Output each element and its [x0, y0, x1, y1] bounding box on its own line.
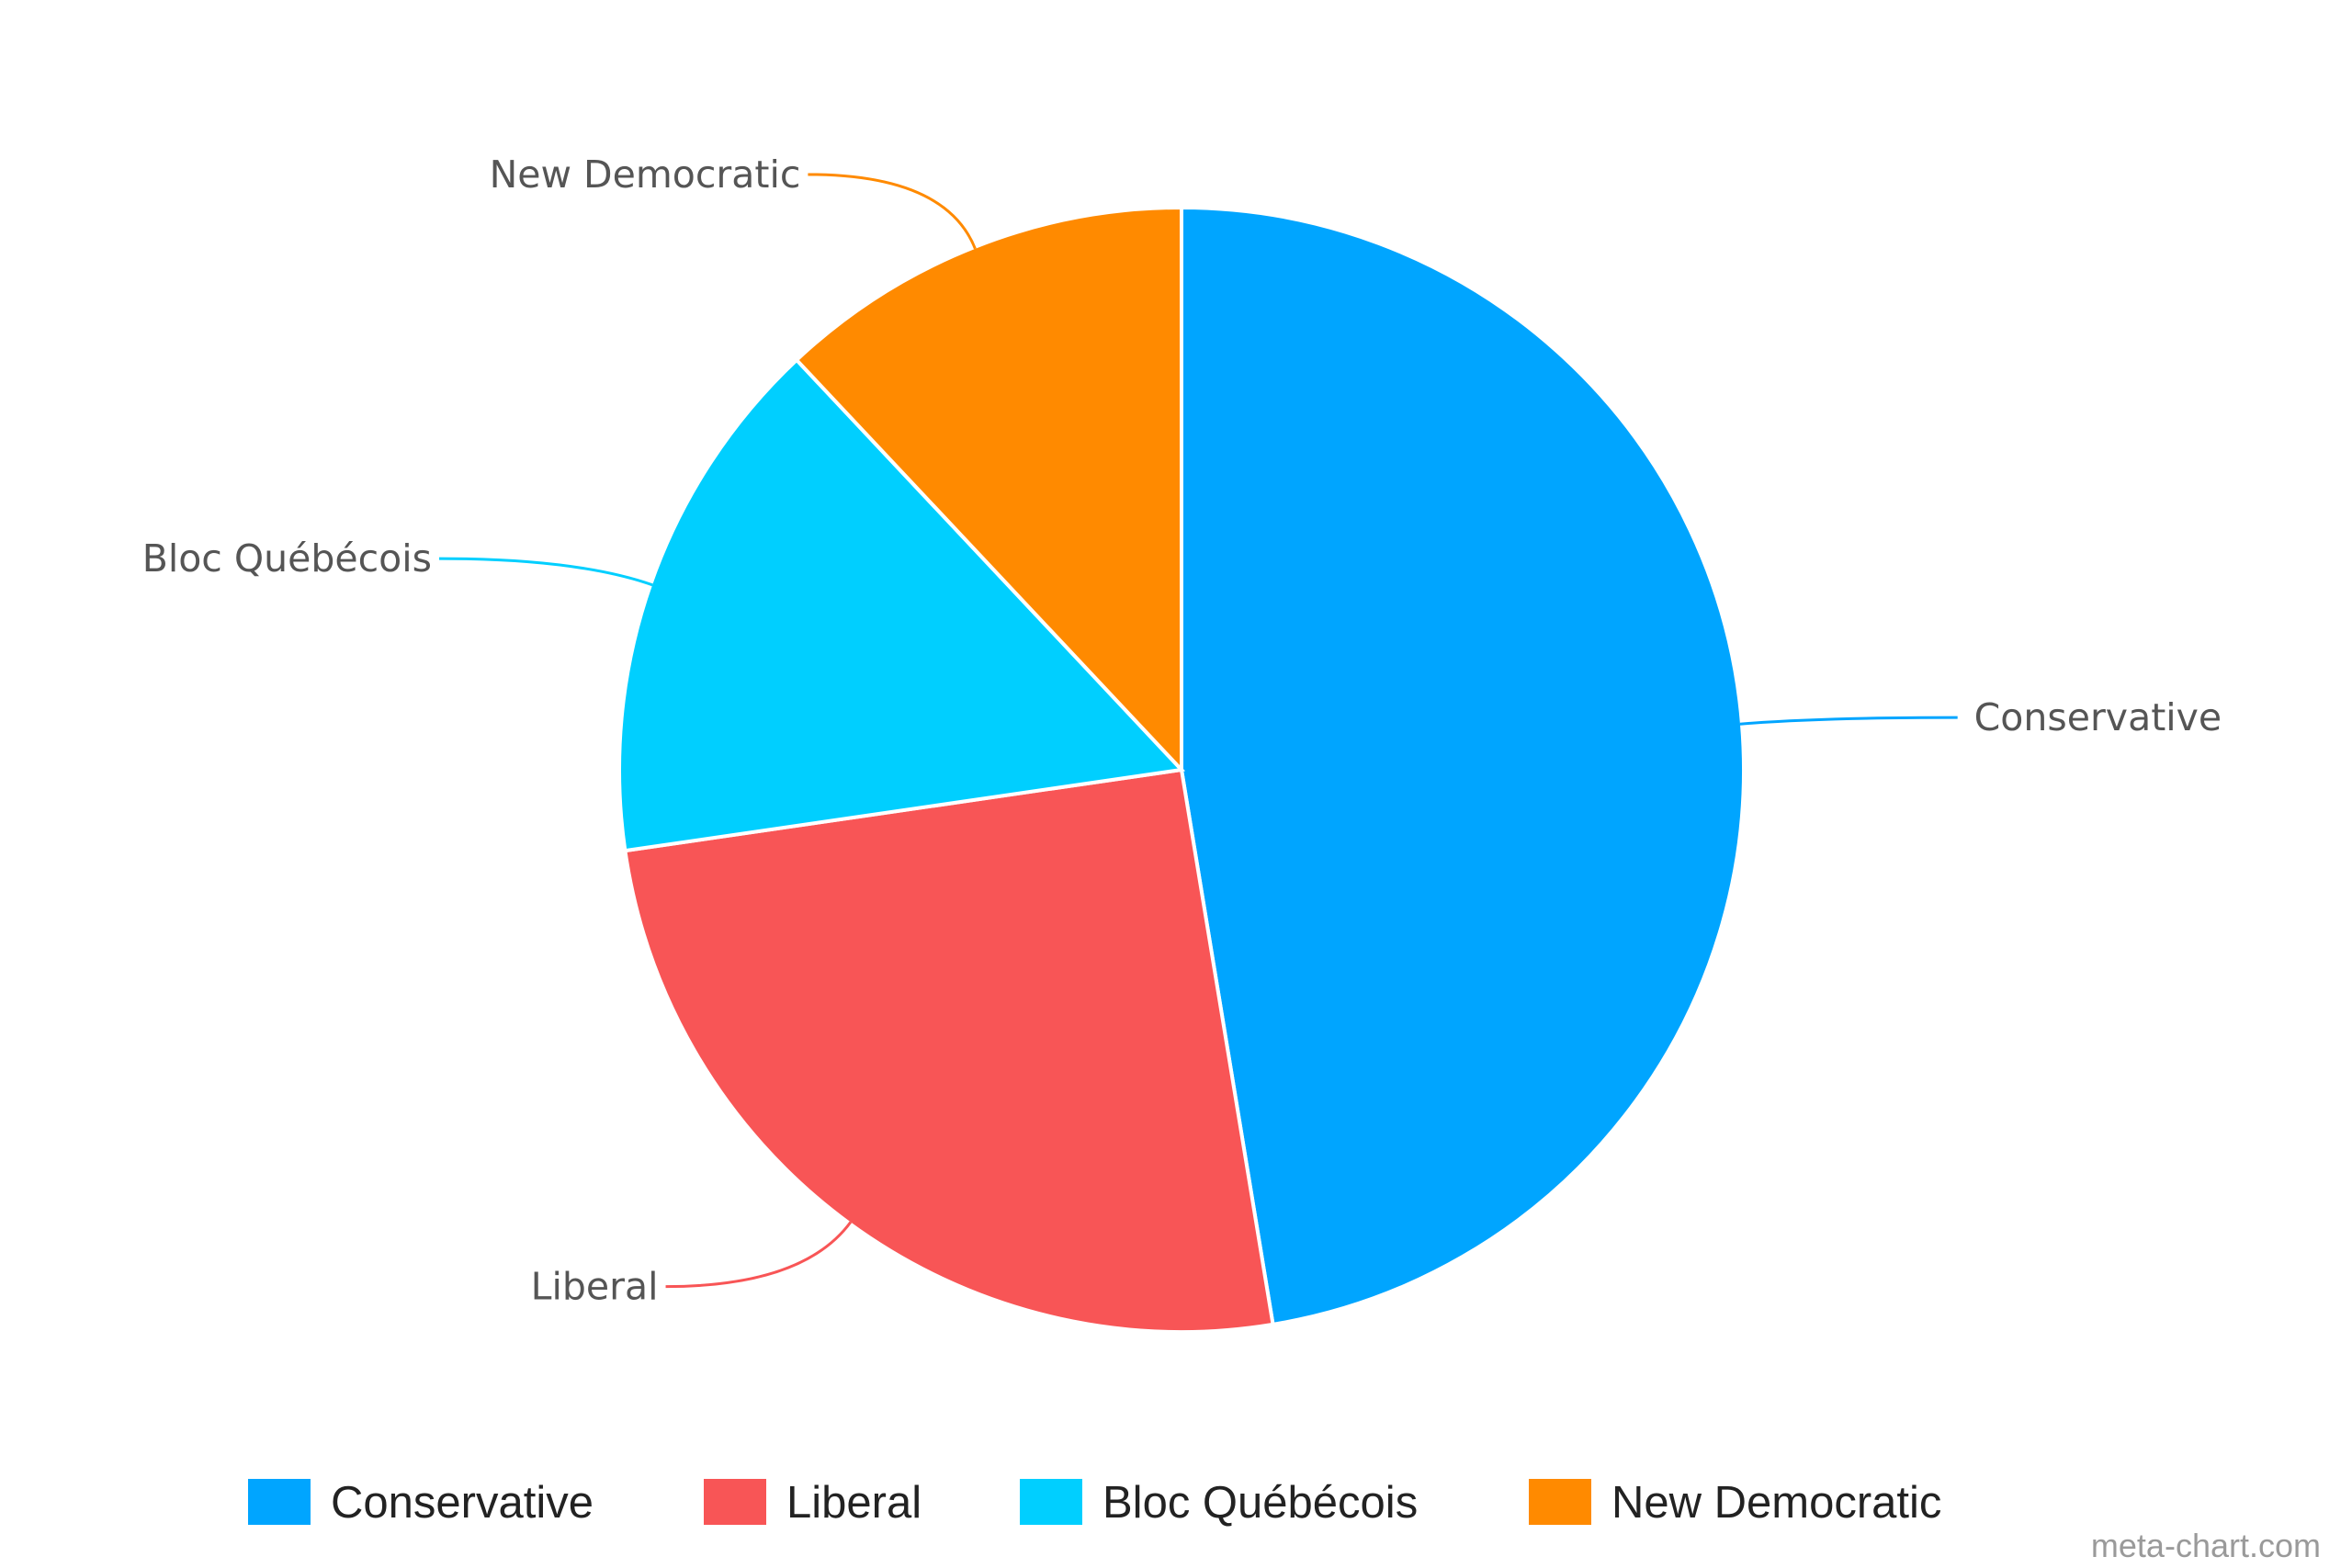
legend-swatch-liberal [704, 1479, 766, 1525]
pie-slice-liberal [623, 767, 1275, 1334]
slice-label-new-democratic: New Democratic [490, 152, 801, 197]
pie-slice-conservative [1180, 205, 1746, 1327]
leader-line-new-democratic [808, 173, 977, 250]
legend-label-new-democratic: New Democratic [1611, 1478, 1941, 1528]
legend: Conservative Liberal Bloc Québécois New Dem… [248, 1478, 1941, 1528]
leader-line-conservative [1739, 716, 1958, 726]
legend-swatch-new-democratic [1529, 1479, 1591, 1525]
legend-label-bloc-quebecois: Bloc Québécois [1102, 1478, 1418, 1528]
slice-labels: Conservative Liberal Bloc Québécois New Dem… [142, 152, 2222, 1309]
legend-swatch-conservative [248, 1479, 311, 1525]
slice-label-bloc-quebecois: Bloc Québécois [142, 536, 432, 581]
legend-label-liberal: Liberal [786, 1478, 922, 1528]
leader-line-liberal [665, 1221, 853, 1289]
legend-swatch-bloc-quebecois [1020, 1479, 1082, 1525]
legend-label-conservative: Conservative [331, 1478, 594, 1528]
leader-line-bloc-quebecois [439, 557, 653, 587]
pie-slices [617, 205, 1746, 1334]
chart-credit: meta-chart.com [2091, 1527, 2321, 1564]
slice-label-conservative: Conservative [1974, 695, 2222, 739]
slice-leader-lines [439, 173, 1958, 1289]
slice-label-liberal: Liberal [531, 1265, 659, 1309]
